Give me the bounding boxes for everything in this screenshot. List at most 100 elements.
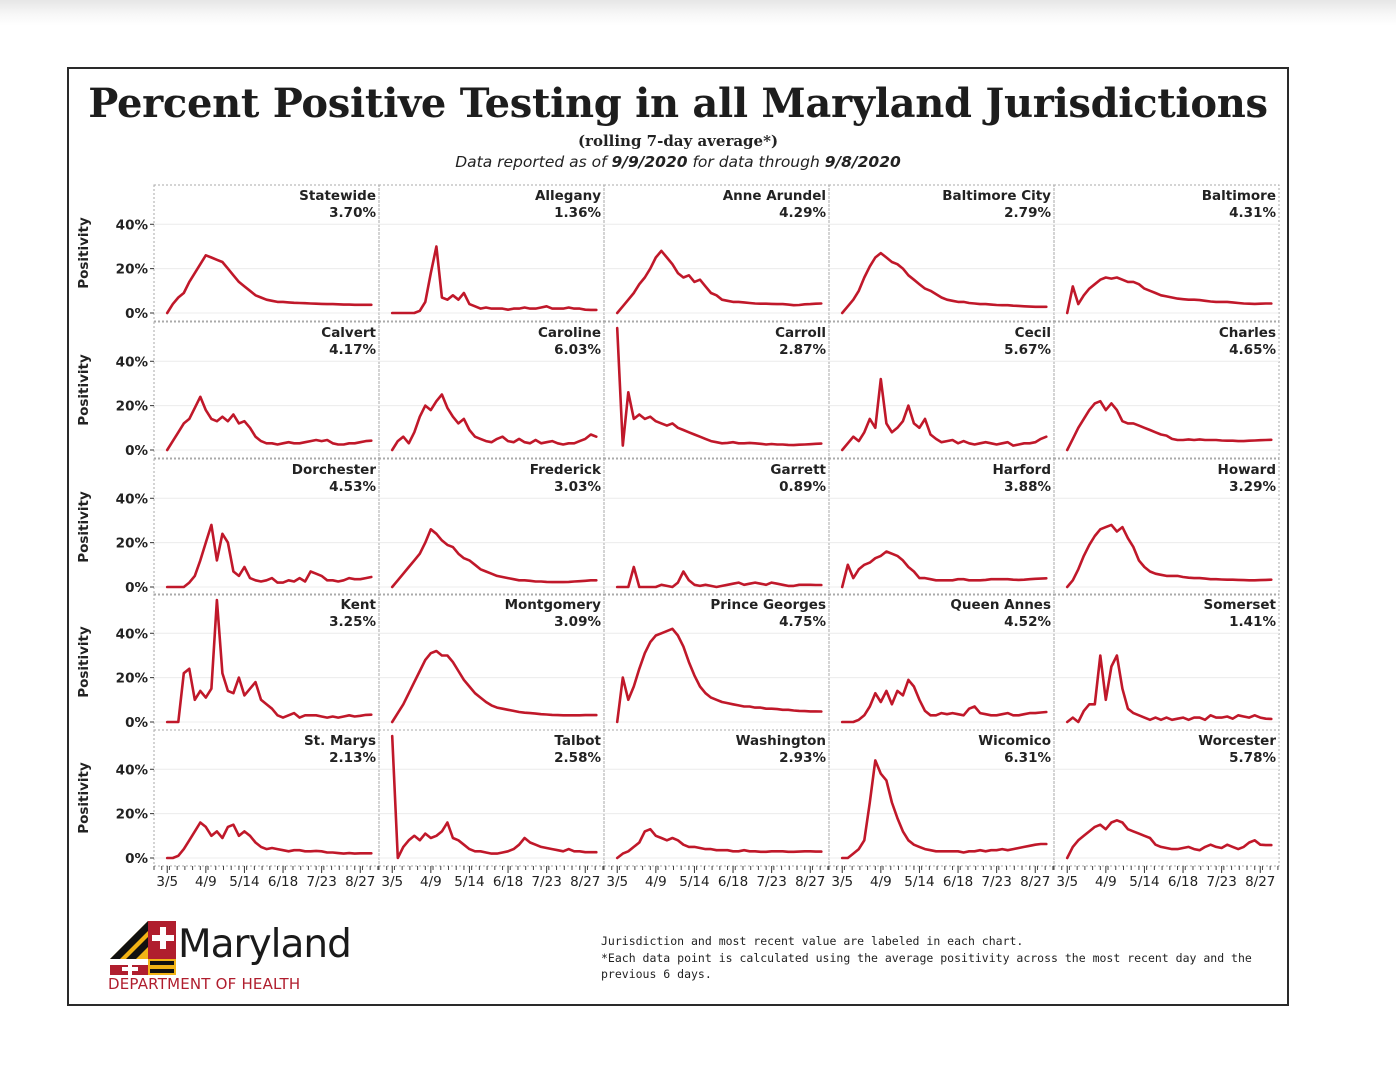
panel-latest-value: 6.31% [1004, 750, 1051, 766]
series-line [390, 245, 598, 315]
x-tick-label: 5/14 [679, 874, 709, 890]
maryland-flag-logo-icon [110, 921, 176, 975]
panel-latest-value: 4.52% [1004, 614, 1051, 630]
y-tick-label: 40% [116, 354, 149, 370]
panel-name: Carroll [775, 325, 826, 341]
panel-name: Kent [341, 597, 377, 613]
y-tick-label: 20% [116, 807, 149, 823]
series-line [1065, 399, 1273, 452]
panel-name: Baltimore [1202, 188, 1276, 204]
y-tick-label: 0% [125, 580, 148, 596]
x-tick-label: 4/9 [1095, 874, 1117, 890]
series-line [390, 393, 598, 452]
x-tick-label: 8/27 [795, 874, 825, 890]
panel-latest-value: 4.29% [779, 205, 826, 221]
panel-latest-value: 5.78% [1229, 750, 1276, 766]
series-line [615, 827, 823, 860]
x-tick-label: 6/18 [1168, 874, 1198, 890]
x-tick-label: 7/23 [531, 874, 561, 890]
reported-date: 9/9/2020 [611, 153, 688, 171]
x-tick-label: 6/18 [943, 874, 973, 890]
x-tick-label: 5/14 [454, 874, 484, 890]
y-tick-label: 40% [116, 217, 149, 233]
panel-latest-value: 4.53% [329, 479, 376, 495]
x-tick-label: 4/9 [645, 874, 667, 890]
panel-name: Wicomico [978, 733, 1051, 749]
x-tick-label: 8/27 [345, 874, 375, 890]
x-tick-label: 5/14 [904, 874, 934, 890]
panel-name: Somerset [1203, 597, 1276, 613]
panel-latest-value: 3.29% [1229, 479, 1276, 495]
y-tick-label: 0% [125, 715, 148, 731]
panel-latest-value: 2.58% [554, 750, 601, 766]
x-tick-label: 8/27 [570, 874, 600, 890]
x-tick-label: 5/14 [1129, 874, 1159, 890]
through-date: 9/8/2020 [824, 153, 901, 171]
panel-border [1053, 458, 1280, 596]
y-tick-label: 0% [125, 851, 148, 867]
footnote-2: *Each data point is calculated using the… [601, 950, 1252, 965]
x-tick-label: 3/5 [606, 874, 628, 890]
y-tick-label: 20% [116, 399, 149, 415]
panel-name: Cecil [1015, 325, 1051, 341]
panel-latest-value: 2.87% [779, 342, 826, 358]
dateline-mid: for data through [687, 153, 825, 171]
footnote-1: Jurisdiction and most recent value are l… [601, 934, 1024, 948]
series-line [615, 627, 823, 724]
series-line [615, 249, 823, 315]
series-line [165, 523, 373, 589]
series-line [165, 598, 373, 724]
panel-border [1053, 729, 1280, 867]
series-line [615, 326, 823, 447]
x-tick-label: 6/18 [493, 874, 523, 890]
panel-latest-value: 3.25% [329, 614, 376, 630]
x-tick-label: 7/23 [756, 874, 786, 890]
panel-name: Anne Arundel [723, 188, 826, 204]
y-tick-label: 40% [116, 762, 149, 778]
chart-subtitle: (rolling 7-day average*) [577, 132, 779, 150]
dateline-prefix: Data reported as of [455, 153, 612, 171]
y-axis-label: Positivity [76, 762, 92, 834]
panel-name: Baltimore City [942, 188, 1051, 204]
panel-name: Washington [736, 733, 826, 749]
series-line [1065, 818, 1273, 860]
panel-latest-value: 0.89% [779, 479, 826, 495]
panel-border [1053, 321, 1280, 459]
y-tick-label: 20% [116, 536, 149, 552]
panel-latest-value: 4.17% [329, 342, 376, 358]
series-line [840, 251, 1048, 315]
series-line [840, 678, 1048, 724]
panel-name: Montgomery [505, 597, 602, 613]
panel-latest-value: 4.75% [779, 614, 826, 630]
panel-name: Howard [1218, 462, 1276, 478]
panel-name: Queen Annes [950, 597, 1051, 613]
series-line [165, 821, 373, 860]
x-tick-label: 4/9 [420, 874, 442, 890]
series-line [1065, 654, 1273, 724]
series-line [840, 550, 1048, 589]
panel-name: Frederick [530, 462, 602, 478]
panel-name: Talbot [554, 733, 601, 749]
panel-name: Calvert [321, 325, 376, 341]
y-tick-label: 20% [116, 262, 149, 278]
x-tick-label: 4/9 [870, 874, 892, 890]
panel-name: Dorchester [292, 462, 377, 478]
series-line [390, 734, 598, 860]
panel-latest-value: 4.31% [1229, 205, 1276, 221]
logo-wordmark: Maryland [178, 922, 352, 967]
